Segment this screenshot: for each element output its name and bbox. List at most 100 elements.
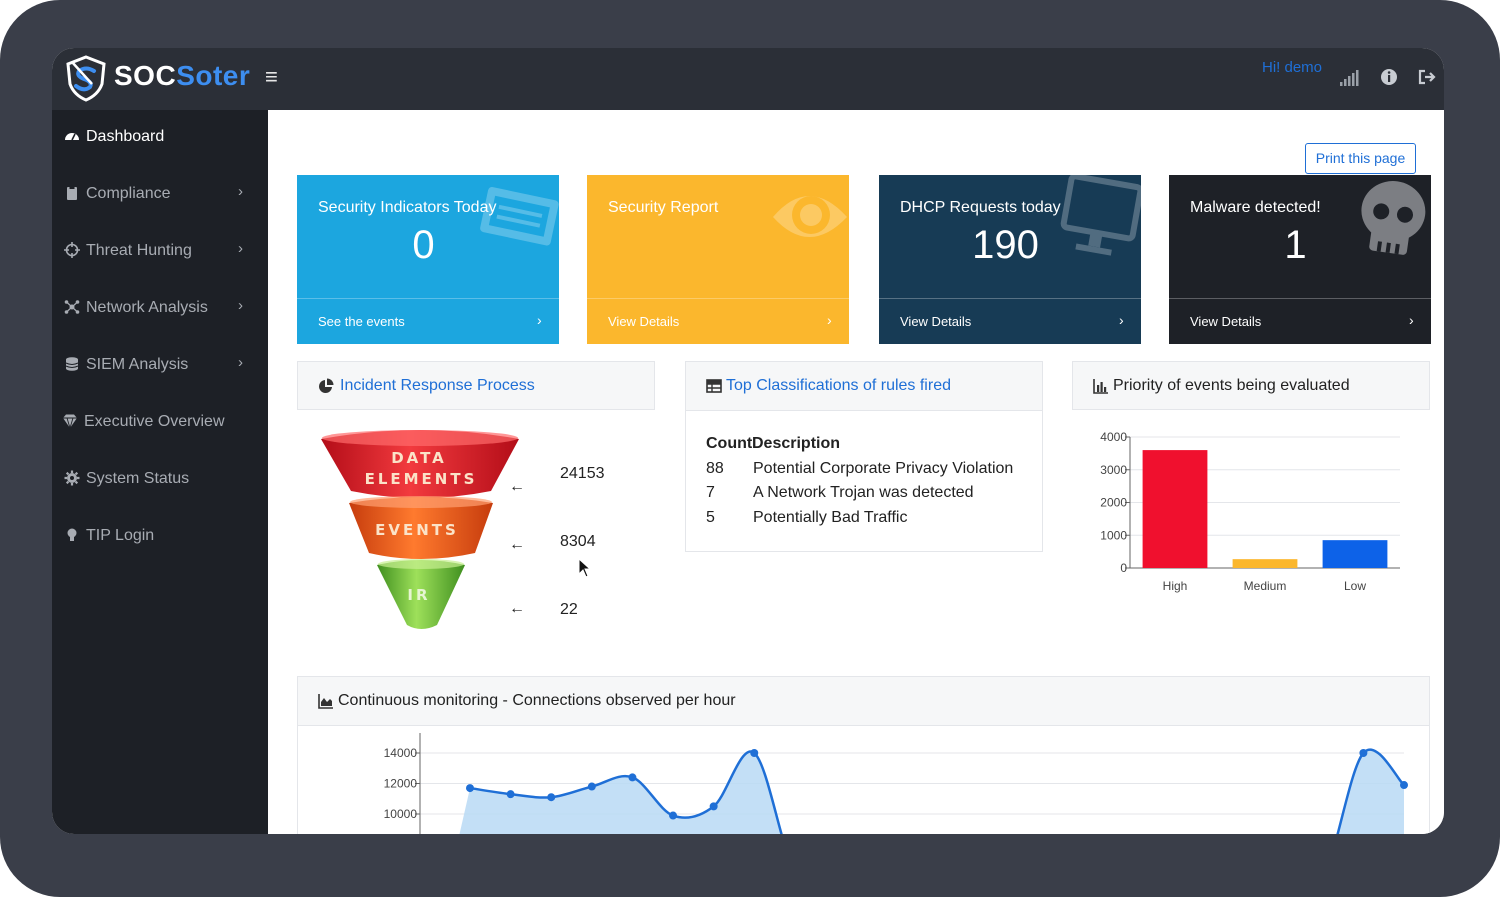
column-header: Count (706, 435, 753, 452)
card-dhcp-requests[interactable]: DHCP Requests today 190 View Details › (879, 175, 1141, 344)
sidebar-item-tip-login[interactable]: TIP Login (52, 517, 268, 557)
sidebar-item-label: System Status (86, 470, 190, 487)
monitoring-panel: Continuous monitoring - Connections obse… (297, 676, 1430, 834)
main-content: Print this page Security Indicators Toda… (268, 110, 1444, 834)
data-point (709, 802, 718, 811)
y-tick-label: 10000 (384, 807, 418, 821)
panel-header: Top Classifications of rules fired (686, 362, 1042, 411)
funnel-label: ELEMENTS (365, 470, 478, 488)
connections-area-chart: 10000 12000 14000 (384, 733, 1408, 834)
description-cell: Potentially Bad Traffic (753, 509, 908, 526)
card-footer[interactable]: See the events › (297, 298, 559, 344)
sidebar-item-label: Dashboard (86, 128, 165, 145)
diamond-icon (63, 414, 77, 429)
sidebar-item-label: SIEM Analysis (86, 356, 189, 373)
sidebar-item-network-analysis[interactable]: Network Analysis › (52, 289, 268, 329)
x-tick-label: Low (1344, 579, 1366, 593)
sidebar-item-threat-hunting[interactable]: Threat Hunting › (52, 232, 268, 272)
count-cell: 5 (706, 509, 715, 526)
database-icon (65, 357, 79, 371)
sidebar-item-label: Network Analysis (86, 299, 208, 316)
y-tick-label: 14000 (384, 746, 418, 760)
card-title: Malware detected! (1190, 199, 1321, 216)
funnel-level-events (349, 496, 493, 559)
funnel-label: EVENTS (375, 521, 459, 539)
chevron-right-icon: › (1119, 312, 1124, 328)
hamburger-icon[interactable]: ≡ (265, 64, 278, 89)
panel-title[interactable]: Top Classifications of rules fired (726, 377, 951, 394)
shield-s-logo-icon[interactable] (62, 54, 110, 102)
y-tick-label: 1000 (1100, 528, 1127, 542)
sidebar-item-label: Executive Overview (84, 413, 225, 430)
chevron-right-icon: › (238, 240, 243, 257)
app-window: SOCSoter ≡ Hi! demo Dashboard (52, 48, 1444, 834)
sidebar-item-compliance[interactable]: Compliance › (52, 175, 268, 215)
incident-funnel: DATA ELEMENTS EVENTS IR (321, 430, 519, 629)
data-point (587, 782, 596, 791)
card-malware-detected[interactable]: Malware detected! 1 View Details › (1169, 175, 1431, 344)
incident-response-panel: Incident Response Process (297, 361, 655, 651)
brand-name[interactable]: SOCSoter (114, 60, 250, 92)
sidebar-item-executive-overview[interactable]: Executive Overview (52, 403, 268, 443)
funnel-label: IR (407, 586, 430, 604)
sidebar: Dashboard Compliance › Threat Hunting › (52, 110, 268, 834)
brand-part-2: Soter (176, 60, 251, 91)
card-footer-link[interactable]: View Details (1190, 314, 1262, 329)
bar-medium (1232, 559, 1298, 568)
arrow-left-icon: ← (509, 478, 525, 495)
card-footer[interactable]: View Details › (587, 298, 849, 344)
ticket-icon (480, 187, 559, 246)
panel-title: Priority of events being evaluated (1113, 377, 1350, 394)
clipboard-icon (67, 186, 77, 200)
print-button[interactable]: Print this page (1305, 143, 1416, 174)
network-icon (64, 300, 80, 314)
column-header: Description (752, 435, 841, 452)
user-greeting[interactable]: Hi! demo (1262, 59, 1323, 76)
count-cell: 88 (706, 460, 724, 477)
description-cell: Potential Corporate Privacy Violation (753, 460, 1014, 477)
description-cell: A Network Trojan was detected (753, 484, 974, 501)
card-title: Security Report (608, 199, 719, 216)
dashboard-icon (65, 133, 79, 141)
card-footer-link[interactable]: View Details (608, 314, 680, 329)
data-point (506, 790, 515, 799)
panel-header: Incident Response Process (297, 361, 655, 410)
brand-part-1: SOC (114, 60, 177, 91)
sidebar-item-system-status[interactable]: System Status (52, 460, 268, 500)
count-cell: 7 (706, 484, 715, 501)
funnel-level-ir (377, 559, 465, 629)
funnel-value: 8304 (560, 533, 596, 550)
panel-title: Continuous monitoring - Connections obse… (338, 692, 736, 709)
panel-title[interactable]: Incident Response Process (340, 377, 535, 394)
card-value: 1 (1284, 223, 1307, 267)
priority-bar-chart: 0 1000 2000 3000 4000 High Medium Low (1100, 430, 1400, 593)
eye-icon (773, 196, 847, 237)
data-point (1400, 781, 1408, 790)
sidebar-item-dashboard[interactable]: Dashboard (52, 118, 268, 158)
bar-high (1142, 450, 1208, 568)
data-point (466, 784, 474, 793)
chevron-right-icon: › (238, 354, 243, 371)
info-icon[interactable] (1378, 66, 1400, 88)
y-tick-label: 4000 (1100, 430, 1127, 444)
sidebar-item-label: Threat Hunting (86, 242, 192, 259)
monitor-icon (1060, 175, 1141, 256)
card-security-report[interactable]: Security Report View Details › (587, 175, 849, 344)
card-security-indicators[interactable]: Security Indicators Today 0 See the even… (297, 175, 559, 344)
data-point (1359, 749, 1368, 757)
data-point (750, 749, 759, 757)
card-footer[interactable]: View Details › (1169, 298, 1431, 344)
card-footer[interactable]: View Details › (879, 298, 1141, 344)
sign-out-icon[interactable] (1416, 66, 1438, 88)
funnel-value: 24153 (560, 465, 605, 482)
x-tick-label: High (1163, 579, 1188, 593)
chevron-right-icon: › (238, 297, 243, 314)
gear-icon (64, 470, 80, 486)
card-footer-link[interactable]: View Details (900, 314, 972, 329)
signal-bars-icon[interactable] (1338, 66, 1360, 88)
data-point (547, 793, 556, 802)
crosshair-icon (64, 242, 80, 258)
card-footer-link[interactable]: See the events (318, 314, 405, 329)
card-value: 190 (972, 223, 1039, 267)
sidebar-item-siem-analysis[interactable]: SIEM Analysis › (52, 346, 268, 386)
